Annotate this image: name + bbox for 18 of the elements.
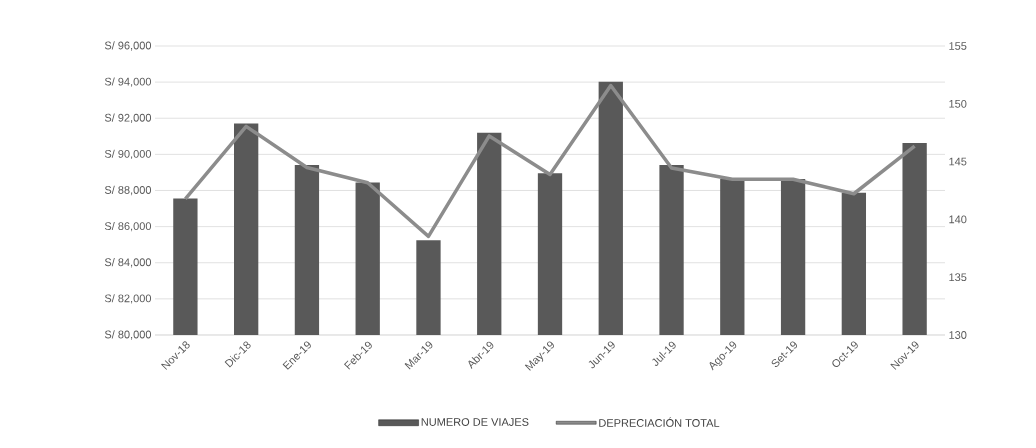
y2-tick-label: 155 (949, 42, 967, 50)
y-tick-label: S/ 88,000 (104, 185, 152, 196)
legend-label: DEPRECIACIÓN TOTAL (599, 417, 720, 427)
y-tick-label: S/ 90,000 (104, 149, 152, 160)
y-tick-label: S/ 84,000 (104, 258, 152, 268)
line-series (183, 83, 917, 239)
y2-tick-label: 130 (949, 331, 967, 339)
y-tick-label: S/ 92,000 (104, 113, 152, 123)
y-tick-label: S/ 94,000 (104, 77, 152, 87)
y-tick-label: S/ 96,000 (104, 41, 152, 51)
y-tick-label: S/ 82,000 (104, 294, 152, 304)
y-tick-label: S/ 86,000 (104, 221, 152, 232)
legend-label: NUMERO DE VIAJES (421, 418, 529, 426)
y2-tick-label: 135 (949, 273, 967, 282)
y2-tick-label: 140 (949, 215, 967, 224)
y2-tick-label: 150 (949, 99, 967, 108)
y-tick-label: S/ 80,000 (104, 330, 152, 340)
y2-tick-label: 145 (949, 157, 967, 166)
